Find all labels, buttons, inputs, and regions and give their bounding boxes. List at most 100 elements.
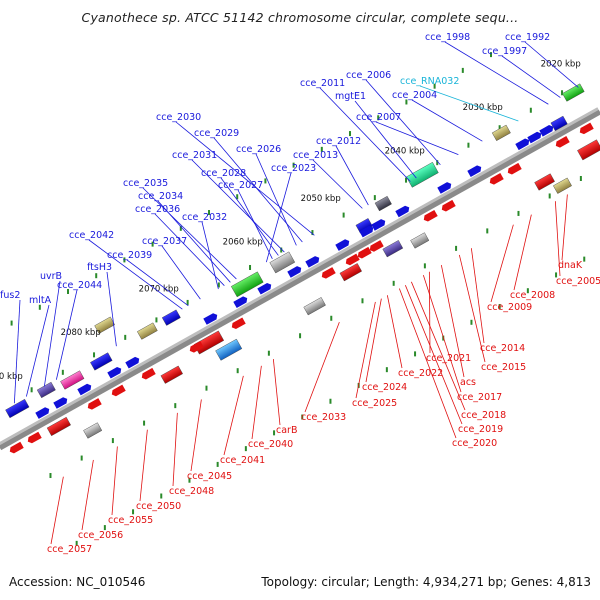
forward-leader-line xyxy=(43,280,61,387)
forward-gene-body xyxy=(374,195,392,212)
reverse-gene-label: carB xyxy=(276,425,297,436)
reverse-leader-line xyxy=(490,224,514,303)
reverse-gene-label: cce_2055 xyxy=(108,515,153,526)
forward-gene-body xyxy=(269,251,296,274)
forward-arrow-shape xyxy=(233,296,248,308)
tick-mark xyxy=(205,385,208,391)
tick-mark xyxy=(349,131,352,137)
reverse-gene-label: cce_2020 xyxy=(452,438,497,449)
forward-gene-label: cce_1998 xyxy=(425,32,470,43)
reverse-gene-body xyxy=(83,422,103,439)
tick-mark xyxy=(405,99,408,105)
tick-mark xyxy=(244,446,247,452)
tick-mark xyxy=(414,351,417,357)
forward-leader-line xyxy=(237,189,273,259)
reverse-gene-body xyxy=(382,240,404,258)
forward-arrow-shape xyxy=(203,313,218,325)
forward-leader-line xyxy=(411,99,483,142)
forward-gene-label: ftsH3 xyxy=(87,262,112,273)
tick-mark xyxy=(280,247,283,253)
tick-mark xyxy=(301,414,304,420)
forward-gene-body xyxy=(5,398,30,419)
tick-mark xyxy=(498,125,501,131)
tick-mark xyxy=(329,398,332,404)
kbp-scale-label: 2050 kbp xyxy=(301,194,341,204)
forward-gene-label: cce_2036 xyxy=(135,204,180,215)
forward-gene-body xyxy=(137,322,158,340)
forward-arrow-shape xyxy=(359,225,374,238)
forward-arrow-shape xyxy=(395,205,410,218)
tick-mark xyxy=(486,228,489,234)
forward-arrow-shape xyxy=(53,397,68,409)
forward-gene-body xyxy=(36,381,56,399)
forward-gene-label: cce_2029 xyxy=(194,128,239,139)
reverse-arrow-shape xyxy=(189,340,204,353)
reverse-gene-body xyxy=(577,139,600,161)
forward-gene-body xyxy=(562,83,585,102)
reverse-arrow-shape xyxy=(141,367,156,380)
forward-leader-line xyxy=(365,79,441,165)
tick-mark xyxy=(75,540,78,546)
forward-leader-line xyxy=(175,121,315,236)
tick-mark xyxy=(93,352,96,358)
tick-mark xyxy=(95,273,98,279)
reverse-gene xyxy=(303,297,326,316)
reverse-gene-label: cce_2050 xyxy=(136,501,181,512)
reverse-arrow xyxy=(27,431,42,444)
tick-mark xyxy=(342,212,345,218)
forward-leader-line xyxy=(335,145,369,206)
reverse-gene-label: cce_2021 xyxy=(426,353,471,364)
tick-mark xyxy=(436,160,439,166)
tick-mark xyxy=(455,245,458,251)
forward-arrow xyxy=(395,205,410,218)
forward-arrow-shape xyxy=(287,266,302,278)
reverse-arrow-shape xyxy=(111,384,126,397)
reverse-leader-line xyxy=(81,459,94,531)
forward-gene-label: fus2 xyxy=(0,290,20,301)
forward-gene-label: cce_2042 xyxy=(69,230,114,241)
forward-arrow-shape xyxy=(539,125,554,137)
forward-gene-body xyxy=(161,309,181,326)
forward-arrow xyxy=(257,282,272,295)
tick-mark xyxy=(143,420,146,426)
reverse-leader-line xyxy=(428,271,431,354)
forward-leader-line xyxy=(501,55,561,98)
forward-leader-line xyxy=(154,213,225,286)
forward-leader-line xyxy=(191,159,285,253)
tick-mark xyxy=(174,403,177,409)
reverse-gene-label: cce_2005 xyxy=(556,276,600,287)
tick-mark xyxy=(267,350,270,356)
forward-leader-line xyxy=(126,259,189,307)
reverse-gene xyxy=(553,177,572,194)
tick-mark xyxy=(583,256,586,262)
forward-arrow-shape xyxy=(371,219,386,231)
forward-gene-label: cce_2031 xyxy=(172,150,217,161)
reverse-leader-line xyxy=(404,285,463,425)
forward-gene xyxy=(5,398,30,419)
tick-mark xyxy=(123,257,126,263)
tick-mark xyxy=(80,455,83,461)
tick-mark xyxy=(311,230,314,236)
tick-mark xyxy=(208,210,211,216)
forward-gene xyxy=(90,352,113,371)
tick-mark xyxy=(377,115,380,121)
reverse-gene xyxy=(410,232,430,249)
forward-arrow-shape xyxy=(335,239,350,251)
tick-mark xyxy=(61,369,64,375)
forward-arrow-shape xyxy=(125,356,140,369)
reverse-arrow-shape xyxy=(231,317,246,330)
forward-leader-line xyxy=(312,159,363,209)
forward-arrow xyxy=(203,313,218,325)
forward-gene-label: cce_2030 xyxy=(156,112,201,123)
reverse-leader-line xyxy=(554,201,561,277)
tick-mark xyxy=(373,195,376,201)
tick-mark xyxy=(273,430,276,436)
forward-leader-line xyxy=(375,121,459,156)
tick-mark xyxy=(555,272,558,278)
reverse-gene-body xyxy=(46,416,71,437)
forward-leader-line xyxy=(157,200,231,283)
forward-arrow-shape xyxy=(437,182,452,194)
forward-arrow-shape xyxy=(527,131,542,144)
forward-leader-line xyxy=(319,87,411,182)
